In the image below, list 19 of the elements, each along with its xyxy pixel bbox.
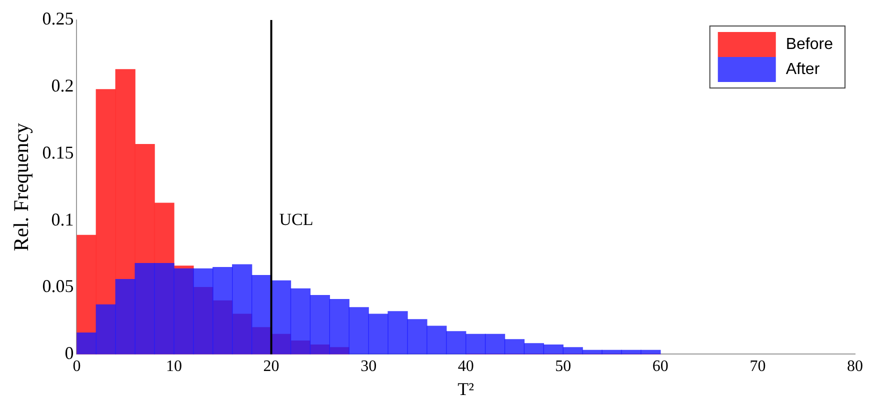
x-tick-label: 30 bbox=[360, 358, 377, 376]
y-tick-label: 0.2 bbox=[51, 76, 74, 96]
ref-line-label: UCL bbox=[279, 210, 314, 229]
x-tick-label: 10 bbox=[166, 358, 182, 376]
y-axis-title: Rel. Frequency bbox=[9, 122, 34, 252]
y-tick-label: 0.15 bbox=[42, 142, 74, 162]
x-tick-label: 70 bbox=[750, 358, 766, 376]
x-tick-label: 60 bbox=[652, 358, 668, 376]
x-tick-label: 20 bbox=[263, 358, 280, 376]
x-tick-label: 40 bbox=[458, 358, 474, 376]
x-tick-label: 80 bbox=[847, 358, 863, 376]
x-axis-title: T² bbox=[458, 378, 474, 399]
legend-label: After bbox=[786, 60, 820, 78]
y-tick-label: 0.25 bbox=[42, 8, 74, 29]
y-tick-label: 0.1 bbox=[51, 209, 74, 230]
y-tick-label: 0 bbox=[64, 342, 74, 363]
y-tick-label: 0.05 bbox=[42, 276, 74, 296]
x-tick-label: 50 bbox=[555, 358, 572, 376]
legend-label: Before bbox=[786, 36, 834, 53]
